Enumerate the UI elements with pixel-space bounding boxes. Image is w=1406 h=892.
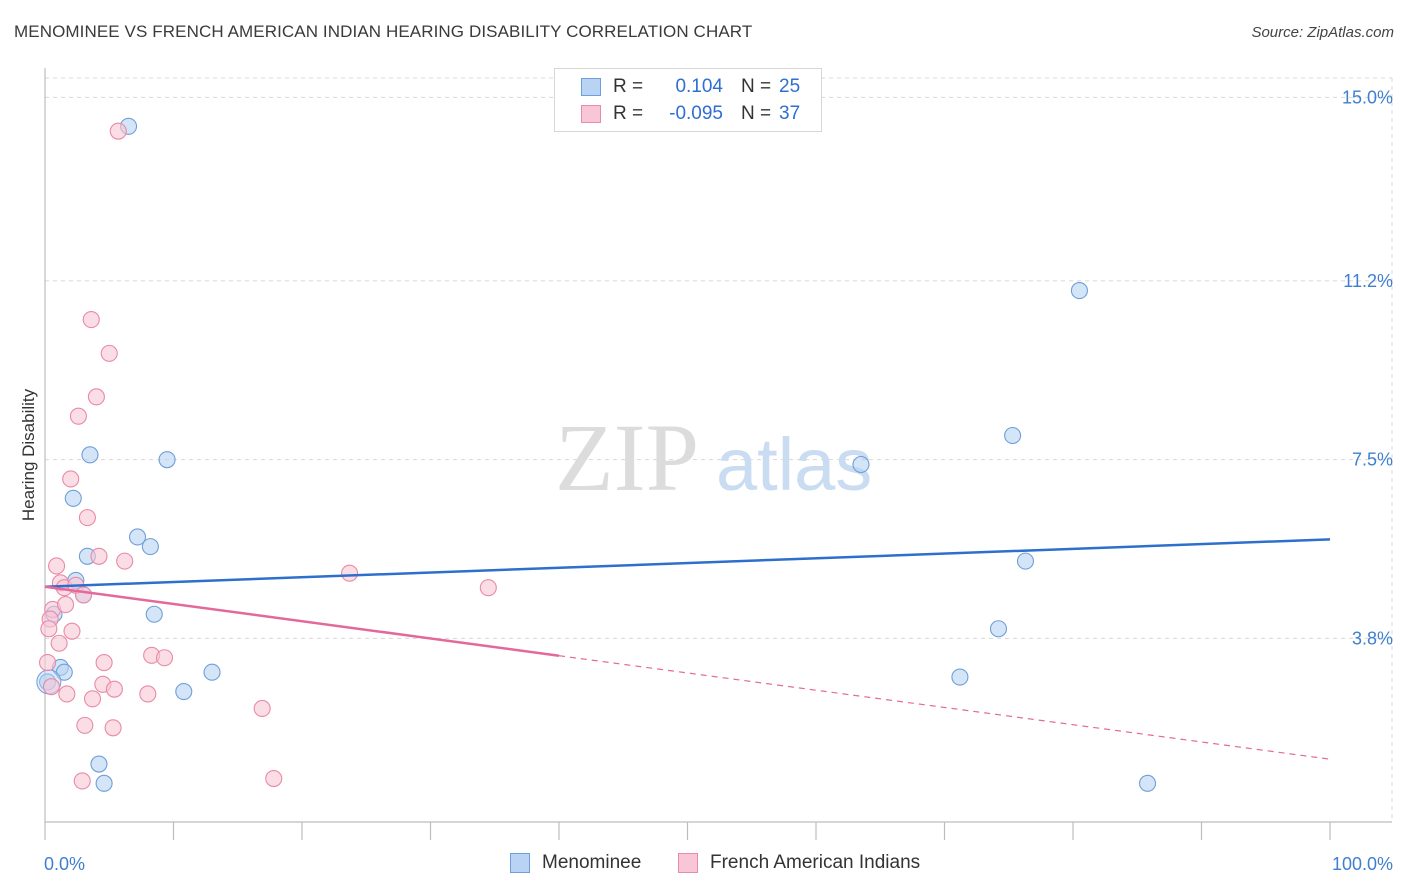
watermark-atlas: atlas <box>716 423 872 506</box>
french-american-indians-point <box>479 579 497 597</box>
legend-swatch-pink <box>678 853 698 873</box>
legend-swatch-blue <box>510 853 530 873</box>
menominee-point <box>141 538 159 556</box>
menominee-point <box>1138 774 1157 792</box>
french-american-indians-point <box>100 344 118 362</box>
source-label: Source: ZipAtlas.com <box>1251 24 1394 41</box>
legend-swatch-blue <box>581 78 601 96</box>
menominee-point <box>64 489 82 507</box>
tick-labels: 3.8% 7.5% 11.2% 15.0% 0.0% 100.0% <box>44 87 1393 874</box>
french-american-indians-point <box>76 716 94 734</box>
chart-title: MENOMINEE VS FRENCH AMERICAN INDIAN HEAR… <box>14 22 753 41</box>
legend-n-value: 37 <box>779 103 801 124</box>
french-american-indians-point <box>105 680 123 698</box>
french-american-indians-point <box>253 699 271 718</box>
french-american-indians-point <box>139 685 157 703</box>
french-american-indians-point <box>155 649 174 667</box>
menominee-point <box>158 451 176 469</box>
french-american-indians-point <box>58 685 76 703</box>
y-tick-label: 3.8% <box>1352 628 1393 648</box>
menominee-point <box>95 774 113 792</box>
french-american-indians-point <box>116 552 134 570</box>
french-american-indians-point <box>109 122 127 140</box>
french-american-indians-point <box>90 547 108 565</box>
french-american-indians-point <box>63 622 81 640</box>
x-tick-label-max: 100.0% <box>1332 854 1393 874</box>
menominee-point <box>852 455 870 474</box>
french-american-indians-point <box>78 509 96 527</box>
y-tick-label: 15.0% <box>1342 87 1393 107</box>
menominee-trend-line <box>44 538 1331 588</box>
legend-label-french-american-indians: French American Indians <box>710 852 921 873</box>
y-tick-label: 11.2% <box>1343 271 1393 291</box>
watermark-zip: ZIP <box>555 404 699 511</box>
french-american-indians-trend-extension <box>558 655 1331 760</box>
french-american-indians-point <box>48 557 66 575</box>
menominee-point <box>951 668 969 686</box>
legend-r-label: R = <box>613 103 644 124</box>
french-american-indians-point <box>50 634 68 652</box>
legend-swatch-pink <box>581 105 601 123</box>
menominee-point <box>145 605 163 623</box>
legend-r-label: R = <box>613 76 644 97</box>
legend-item-french-american-indians: French American Indians <box>678 852 920 874</box>
menominee-point <box>175 683 193 701</box>
french-american-indians-point <box>104 719 122 737</box>
legend-n-value: 25 <box>779 76 801 97</box>
french-american-indians-point <box>42 678 60 696</box>
french-american-indians-trend-line <box>44 585 560 657</box>
french-american-indians-point <box>340 564 359 582</box>
stats-legend: R = 0.104 N = 25 R = -0.095 N = 37 <box>554 68 822 132</box>
french-american-indians-point <box>62 470 80 488</box>
menominee-point <box>128 528 147 546</box>
watermark: ZIP atlas <box>555 404 872 511</box>
legend-item-menominee: Menominee <box>510 852 641 874</box>
menominee-point <box>989 620 1008 638</box>
menominee-point <box>81 446 99 464</box>
y-tick-label: 7.5% <box>1352 450 1393 470</box>
french-american-indians-point <box>265 769 283 788</box>
french-american-indians-point <box>95 654 113 672</box>
french-american-indians-point <box>75 586 93 604</box>
french-american-indians-point <box>83 690 102 708</box>
french-american-indians-point <box>39 654 57 672</box>
french-american-indians-point <box>57 596 75 614</box>
legend-row-french-american-indians: R = -0.095 N = 37 <box>555 100 800 128</box>
y-axis-label: Hearing Disability <box>19 388 38 521</box>
menominee-point <box>1070 282 1088 300</box>
grid-lines <box>45 77 1393 822</box>
legend-r-value: 0.104 <box>675 76 723 97</box>
french-american-indians-point <box>87 388 105 406</box>
menominee-point <box>90 755 108 773</box>
menominee-point <box>1004 426 1022 445</box>
trend-lines <box>44 538 1331 760</box>
series-legend: Menominee French American Indians <box>0 852 1406 878</box>
legend-n-label: N = <box>741 76 772 97</box>
legend-n-label: N = <box>741 103 772 124</box>
french-american-indians-point <box>40 620 58 638</box>
axes <box>44 68 1392 840</box>
french-american-indians-point <box>82 311 100 329</box>
legend-r-value: -0.095 <box>669 103 723 124</box>
menominee-point <box>1016 552 1035 570</box>
french-american-indians-point <box>73 772 91 790</box>
series-french-american-indians <box>39 122 497 790</box>
menominee-point <box>203 663 221 681</box>
french-american-indians-point <box>69 407 87 425</box>
legend-row-menominee: R = 0.104 N = 25 <box>555 73 800 101</box>
legend-label-menominee: Menominee <box>542 852 642 873</box>
x-tick-label-min: 0.0% <box>44 854 85 874</box>
